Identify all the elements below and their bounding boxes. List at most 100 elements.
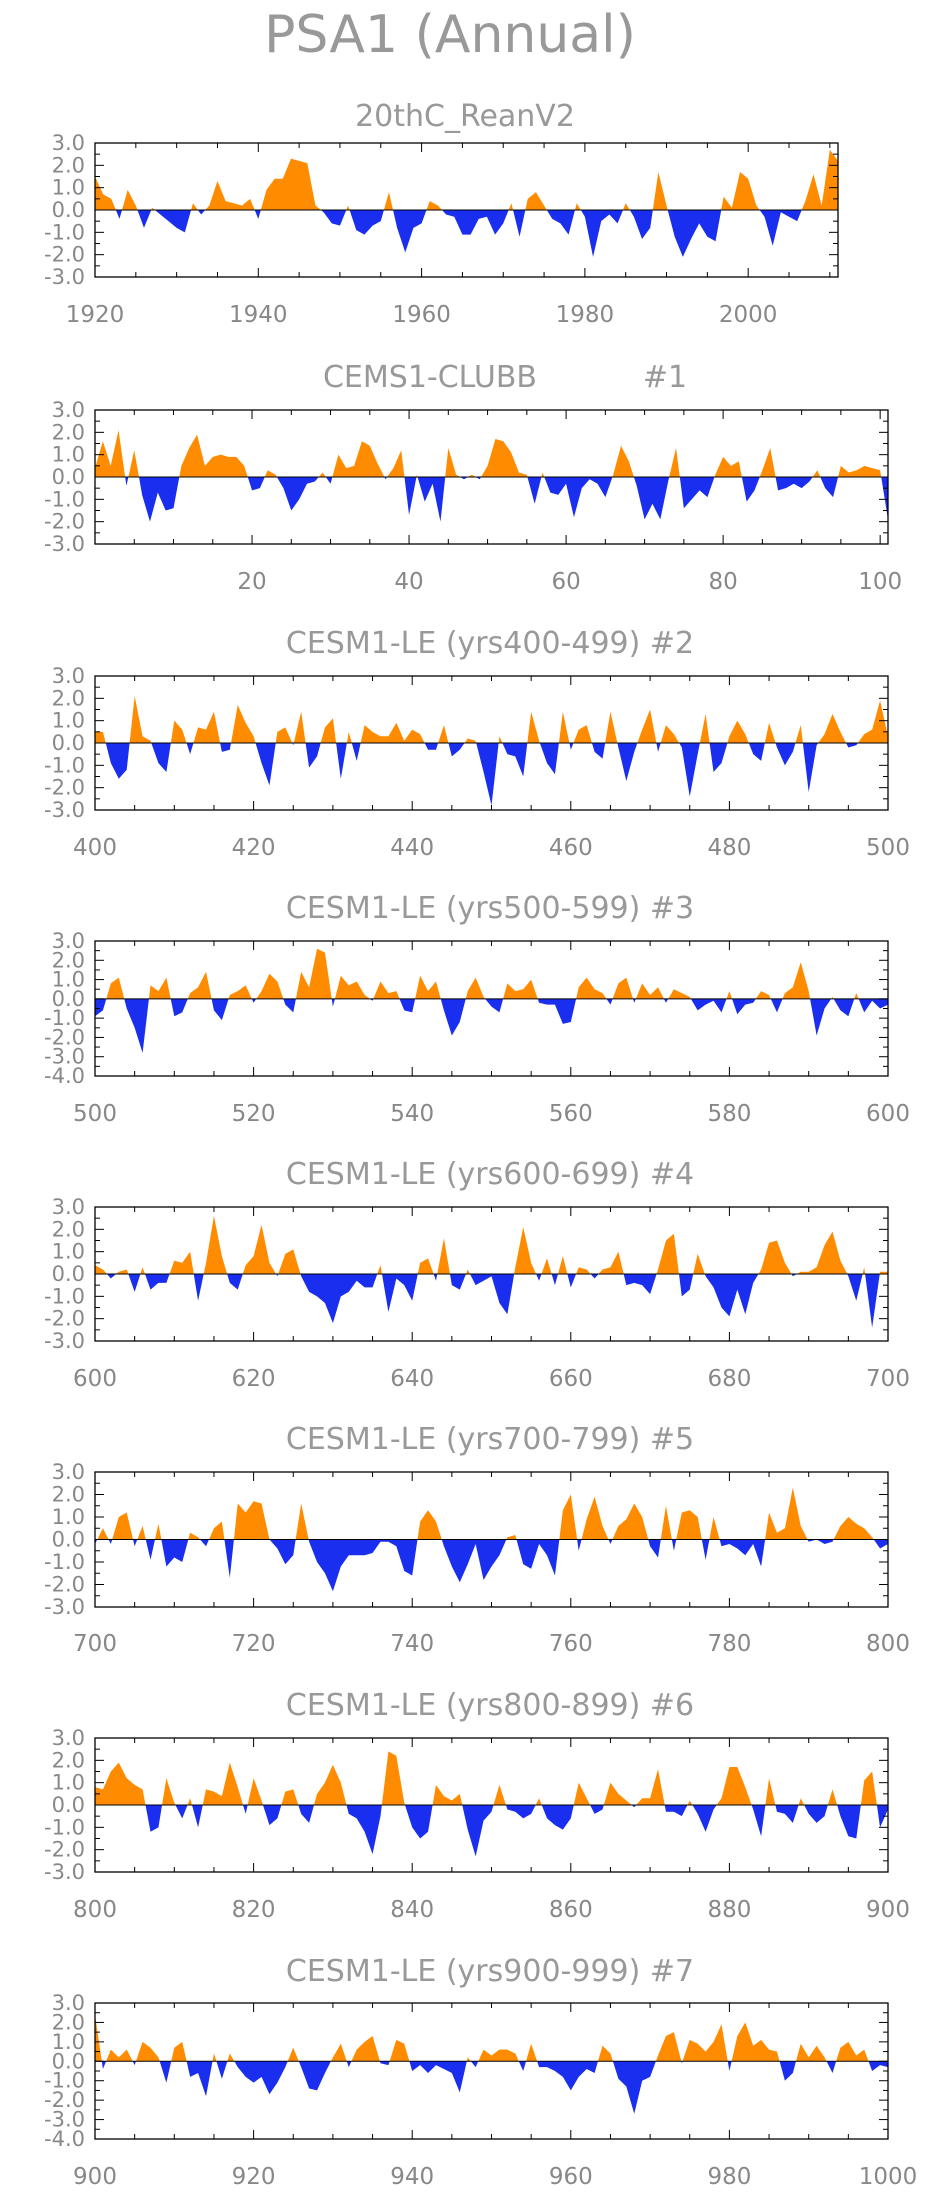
- negative-anomaly-area: [381, 1274, 418, 1312]
- negative-anomaly-area: [440, 998, 466, 1036]
- x-tick-label: 940: [390, 2164, 434, 2190]
- negative-anomaly-area: [441, 1539, 507, 1583]
- positive-anomaly-area: [295, 948, 332, 999]
- positive-anomaly-area: [731, 2022, 780, 2062]
- negative-anomaly-area: [393, 210, 427, 253]
- negative-anomaly-area: [770, 998, 783, 1013]
- negative-anomaly-area: [105, 743, 130, 779]
- positive-anomaly-area: [179, 434, 248, 477]
- y-tick-label: 0.0: [52, 1793, 85, 1817]
- positive-anomaly-area: [95, 1762, 146, 1805]
- positive-anomaly-area: [202, 1762, 244, 1805]
- x-tick-label: 420: [232, 835, 276, 861]
- panel-title: CEMS1-CLUBB: [323, 360, 537, 395]
- positive-anomaly-area: [765, 1487, 808, 1540]
- negative-anomaly-area: [224, 1539, 234, 1578]
- negative-anomaly-area: [807, 1539, 817, 1542]
- x-tick-label: 800: [866, 1631, 910, 1657]
- positive-anomaly-area: [765, 1778, 776, 1805]
- negative-anomaly-area: [748, 743, 765, 761]
- negative-anomaly-area: [631, 1805, 637, 1808]
- negative-anomaly-area: [539, 743, 559, 775]
- positive-anomaly-area: [493, 1784, 506, 1805]
- positive-anomaly-area: [295, 1503, 309, 1540]
- positive-anomaly-area: [687, 1800, 693, 1805]
- y-tick-label: -3.0: [44, 1329, 85, 1353]
- y-tick-label: 3.0: [52, 1460, 85, 1484]
- positive-anomaly-area: [205, 180, 255, 210]
- positive-anomaly-area: [636, 1769, 665, 1805]
- positive-anomaly-area: [818, 713, 847, 743]
- negative-anomaly-area: [546, 210, 575, 235]
- y-tick-label: -2.0: [44, 1025, 85, 1049]
- negative-anomaly-area: [128, 1274, 141, 1292]
- x-tick-label: 1920: [66, 302, 125, 328]
- panel-2: CEMS1-CLUBB #1 -3.0-2.0-1.00.01.02.03.0 20 4…: [44, 360, 902, 595]
- positive-anomaly-area: [656, 1233, 679, 1274]
- y-tick-label: -3.0: [44, 265, 85, 289]
- negative-anomaly-area: [254, 210, 261, 219]
- negative-anomaly-area: [656, 743, 661, 752]
- y-tick-label: -3.0: [44, 2108, 85, 2132]
- positive-anomaly-area: [97, 1528, 109, 1540]
- negative-anomaly-area: [470, 2061, 479, 2068]
- x-tick-label: 1940: [229, 302, 288, 328]
- negative-anomaly-area: [409, 2061, 467, 2093]
- y-tick-label: 1.0: [52, 968, 85, 992]
- negative-anomaly-area: [320, 210, 347, 226]
- x-tick-label: 960: [549, 2164, 593, 2190]
- negative-anomaly-area: [283, 998, 296, 1013]
- negative-anomaly-area: [876, 1805, 888, 1828]
- positive-anomaly-area: [622, 203, 630, 210]
- x-tick-label: 640: [390, 1366, 434, 1392]
- panel-4: CESM1-LE (yrs500-599) #3 -4.0-3.0-2.0-1.0…: [44, 891, 910, 1127]
- positive-anomaly-area: [116, 1269, 129, 1274]
- y-tick-label: -3.0: [44, 798, 85, 822]
- positive-anomaly-area: [275, 727, 293, 743]
- positive-anomaly-area: [231, 705, 256, 743]
- negative-anomaly-area: [349, 210, 384, 235]
- negative-anomaly-area: [513, 210, 526, 237]
- positive-anomaly-area: [573, 1782, 591, 1805]
- negative-anomaly-area: [858, 998, 888, 1013]
- x-tick-label: 480: [707, 835, 751, 861]
- negative-anomaly-area: [868, 2061, 888, 2071]
- negative-anomaly-area: [262, 1805, 282, 1826]
- positive-anomaly-area: [525, 192, 547, 210]
- negative-anomaly-area: [220, 743, 231, 752]
- x-tick-label: 500: [866, 835, 910, 861]
- positive-anomaly-area: [212, 2053, 217, 2062]
- y-tick-label: -1.0: [44, 1284, 85, 1308]
- panel-title: 20thC_ReanV2: [355, 99, 575, 134]
- negative-anomaly-area: [537, 998, 577, 1024]
- positive-anomaly-area: [95, 430, 126, 477]
- y-tick-label: 1.0: [52, 176, 85, 200]
- positive-anomaly-area: [758, 1240, 792, 1274]
- negative-anomaly-area: [536, 1274, 542, 1281]
- positive-anomaly-area: [187, 971, 212, 999]
- positive-anomaly-area: [227, 2053, 235, 2062]
- panel-3: CESM1-LE (yrs400-499) #2 -3.0-2.0-1.00.01…: [44, 626, 910, 861]
- positive-anomaly-area: [581, 1496, 609, 1540]
- y-tick-label: 2.0: [52, 1483, 85, 1507]
- positive-anomaly-area: [836, 2041, 869, 2062]
- positive-anomaly-area: [558, 711, 570, 743]
- negative-anomaly-area: [145, 1539, 155, 1560]
- y-tick-label: 0.0: [52, 2049, 85, 2073]
- negative-anomaly-area: [424, 743, 439, 750]
- negative-anomaly-area: [502, 743, 528, 777]
- negative-anomaly-area: [124, 998, 149, 1053]
- negative-anomaly-area: [336, 743, 347, 779]
- positive-anomaly-area: [438, 725, 449, 743]
- negative-anomaly-area: [590, 1274, 599, 1279]
- x-tick-label: 440: [390, 835, 434, 861]
- y-tick-label: 3.0: [52, 664, 85, 688]
- negative-anomaly-area: [137, 210, 152, 228]
- negative-anomaly-area: [567, 1274, 577, 1288]
- positive-anomaly-area: [313, 1764, 347, 1805]
- negative-anomaly-area: [175, 1805, 188, 1819]
- negative-anomaly-area: [433, 1274, 438, 1281]
- negative-anomaly-area: [775, 743, 796, 766]
- negative-anomaly-area: [791, 1274, 797, 1277]
- positive-anomaly-area: [637, 709, 657, 743]
